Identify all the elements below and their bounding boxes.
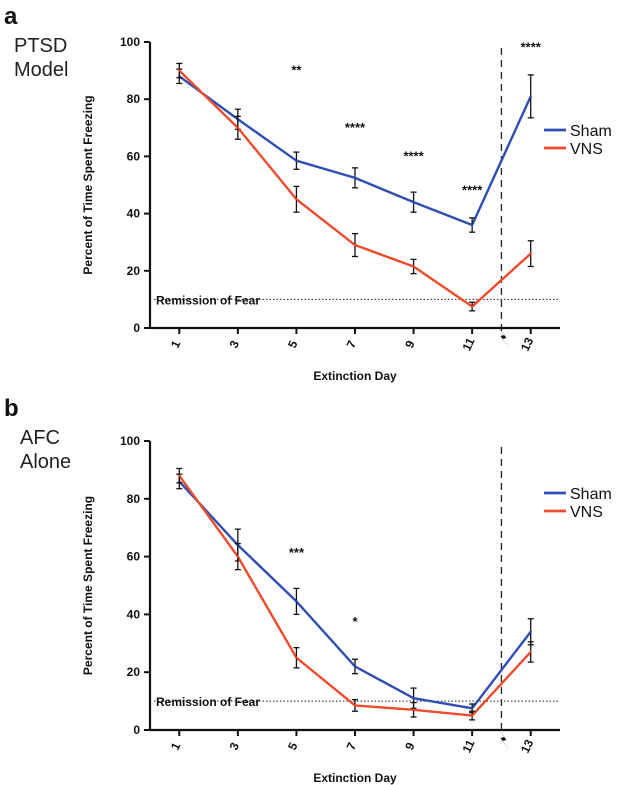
legend-label-vns: VNS xyxy=(570,141,603,158)
data-point xyxy=(236,555,240,558)
data-point xyxy=(412,708,415,711)
data-point xyxy=(412,265,415,268)
y-tick-label: 20 xyxy=(127,264,141,278)
data-point xyxy=(353,665,357,668)
y-tick-label: 0 xyxy=(133,321,140,335)
data-point xyxy=(470,707,474,710)
x-tick-label: 9 xyxy=(402,338,418,350)
model-label-line: Alone xyxy=(20,451,71,473)
x-axis-title: Extinction Day xyxy=(313,771,397,785)
data-point xyxy=(470,714,474,717)
x-tick-label: 1 xyxy=(168,338,184,350)
legend-label-vns: VNS xyxy=(570,504,603,521)
x-tick-label: 7 xyxy=(344,338,360,350)
series-line-vns xyxy=(178,474,532,717)
y-axis-title: Percent of Time Spent Freezing xyxy=(81,95,95,274)
x-tick-label: 11 xyxy=(459,737,477,755)
model-label-line: Model xyxy=(14,59,68,81)
y-axis-title: Percent of Time Spent Freezing xyxy=(81,496,95,675)
series-vns xyxy=(176,62,534,312)
x-tick-label: 5 xyxy=(285,338,301,350)
remission-label: Remission of Fear xyxy=(156,293,260,307)
data-point xyxy=(529,630,532,633)
y-tick-label: 40 xyxy=(127,607,141,621)
model-label-line: AFC xyxy=(20,427,60,449)
x-tick-label: 13 xyxy=(518,737,536,755)
y-tick-label: 40 xyxy=(127,207,141,221)
data-point xyxy=(529,650,532,654)
series-line-sham xyxy=(178,480,532,710)
data-point xyxy=(470,305,474,308)
data-point xyxy=(412,697,415,700)
significance-marker: *** xyxy=(289,545,305,560)
data-point xyxy=(470,223,474,227)
data-point xyxy=(295,600,298,603)
data-point xyxy=(236,126,240,129)
data-point xyxy=(412,200,415,204)
series-sham xyxy=(176,68,534,233)
model-label-line: PTSD xyxy=(14,35,67,57)
y-tick-label: 60 xyxy=(127,149,141,163)
significance-marker: **** xyxy=(521,40,542,55)
data-point xyxy=(295,198,298,201)
y-tick-label: 0 xyxy=(133,723,140,737)
series-vns xyxy=(176,467,534,721)
panel-letter: a xyxy=(4,3,18,30)
y-tick-label: 60 xyxy=(127,550,141,564)
series-line-sham xyxy=(178,75,532,227)
data-point xyxy=(353,176,357,180)
y-tick-label: 80 xyxy=(127,492,141,506)
significance-marker: **** xyxy=(345,120,366,135)
significance-marker: **** xyxy=(462,183,483,198)
y-tick-label: 80 xyxy=(127,92,141,106)
data-point xyxy=(178,69,181,72)
shock-icon xyxy=(497,326,510,348)
data-point xyxy=(178,474,181,477)
x-tick-label: 3 xyxy=(226,338,242,350)
data-point xyxy=(353,243,357,247)
remission-label: Remission of Fear xyxy=(156,695,260,709)
data-point xyxy=(353,704,357,707)
y-tick-label: 100 xyxy=(120,35,140,49)
x-tick-label: 9 xyxy=(402,740,418,752)
legend-label-sham: Sham xyxy=(570,123,612,140)
data-point xyxy=(529,252,532,255)
x-tick-label: 13 xyxy=(518,335,536,353)
x-tick-label: 3 xyxy=(226,740,242,752)
series-sham xyxy=(176,473,534,714)
data-point xyxy=(529,95,532,98)
x-axis-title: Extinction Day xyxy=(313,369,397,383)
shock-icon xyxy=(497,728,510,750)
significance-marker: * xyxy=(352,614,358,629)
y-tick-label: 100 xyxy=(120,434,140,448)
significance-marker: ** xyxy=(291,63,302,78)
x-tick-label: 1 xyxy=(168,740,184,752)
data-point xyxy=(295,656,298,659)
legend-label-sham: Sham xyxy=(570,486,612,503)
y-tick-label: 20 xyxy=(127,665,141,679)
x-tick-label: 11 xyxy=(459,335,477,353)
x-tick-label: 5 xyxy=(285,740,301,752)
significance-marker: **** xyxy=(403,148,424,163)
panel-letter: b xyxy=(4,395,19,422)
data-point xyxy=(295,159,298,162)
x-tick-label: 7 xyxy=(344,740,360,752)
